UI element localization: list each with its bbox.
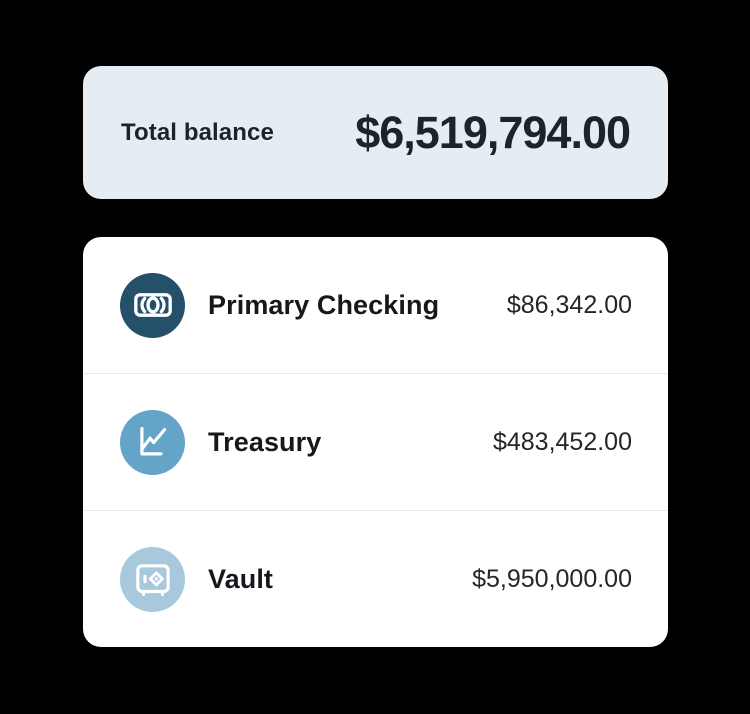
total-balance-label: Total balance: [121, 118, 274, 146]
account-row-treasury[interactable]: Treasury $483,452.00: [83, 373, 668, 510]
accounts-list-card: Primary Checking $86,342.00 Treasury $48…: [83, 237, 668, 647]
banknote-icon: [120, 272, 185, 338]
account-name: Primary Checking: [208, 289, 440, 320]
account-balance: $86,342.00: [506, 290, 632, 319]
account-balance: $483,452.00: [492, 427, 632, 456]
vault-icon: [120, 546, 185, 612]
account-name: Vault: [208, 563, 274, 594]
account-balance: $5,950,000.00: [472, 564, 632, 593]
chart-line-icon: [120, 409, 185, 475]
account-row-vault[interactable]: Vault $5,950,000.00: [83, 510, 668, 647]
account-row-primary-checking[interactable]: Primary Checking $86,342.00: [83, 237, 668, 373]
total-balance-card: Total balance $6,519,794.00: [83, 66, 668, 199]
total-balance-amount: $6,519,794.00: [355, 106, 631, 158]
account-name: Treasury: [208, 426, 322, 457]
